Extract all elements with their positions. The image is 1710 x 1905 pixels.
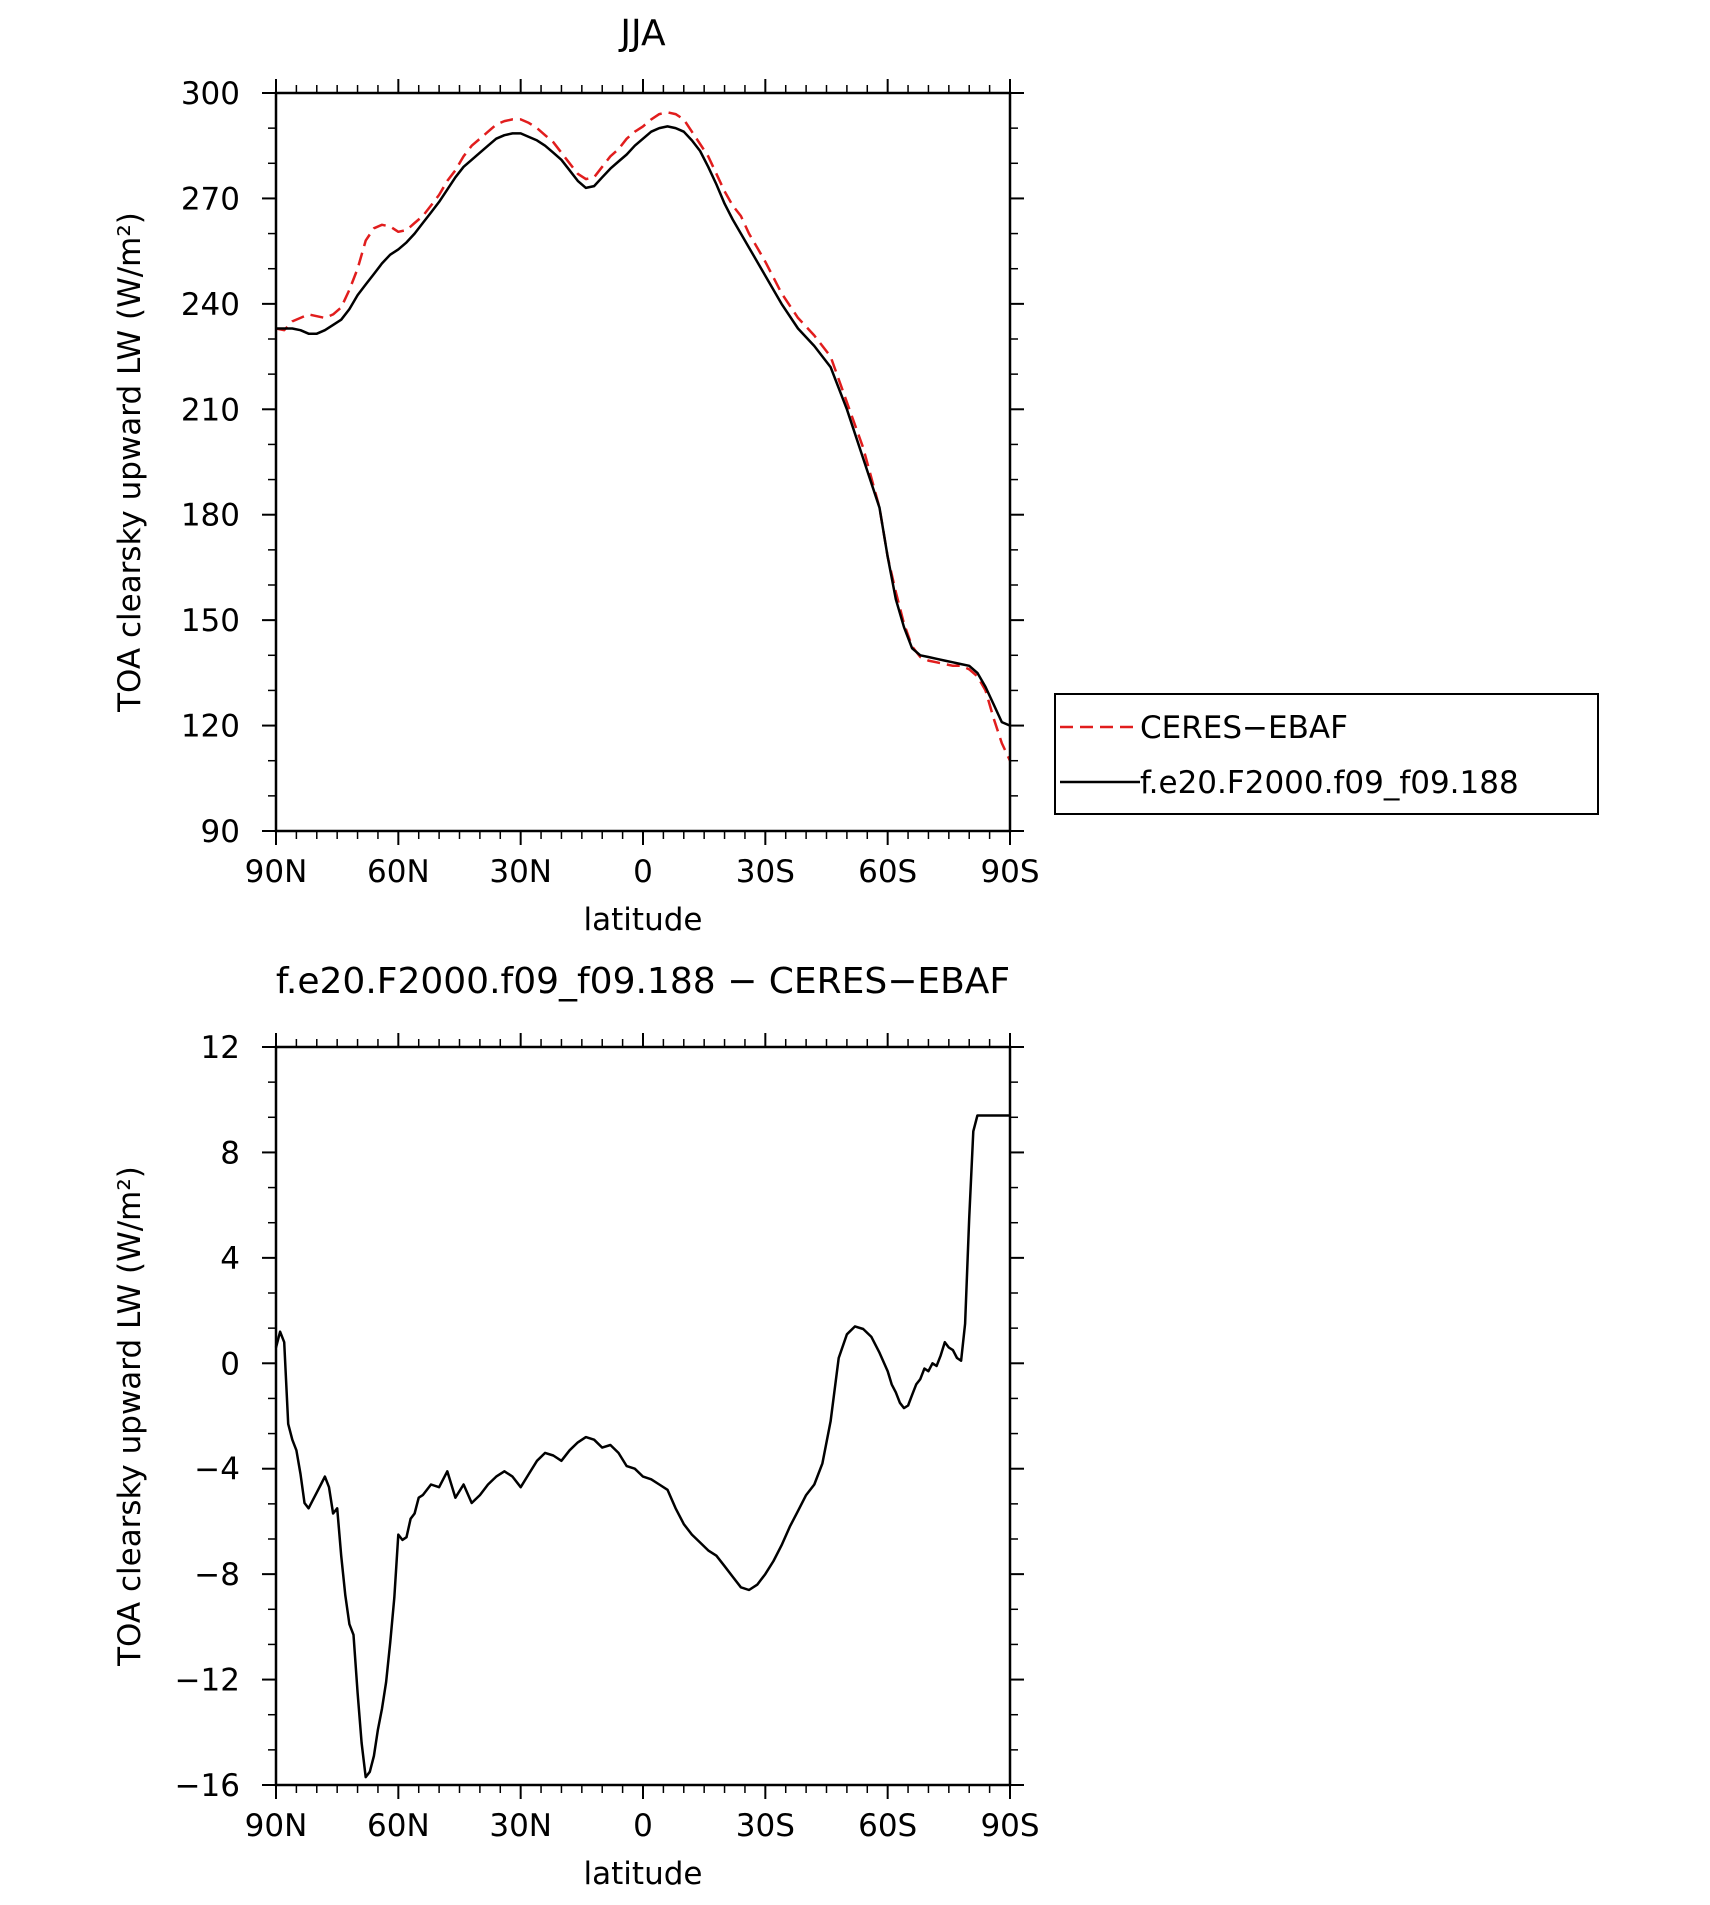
y-tick-label: 300 (181, 76, 240, 112)
x-axis-label: latitude (584, 902, 703, 938)
x-tick-label: 60N (367, 1808, 430, 1844)
x-tick-label: 90N (245, 854, 308, 890)
y-tick-label: 8 (220, 1135, 240, 1171)
y-tick-label: −8 (194, 1557, 240, 1593)
y-tick-label: 150 (181, 603, 240, 639)
legend: CERES−EBAF f.e20.F2000.f09_f09.188 (1054, 693, 1599, 815)
panel-difference: f.e20.F2000.f09_f09.188 − CERES−EBAF −16 −… (112, 961, 1040, 1892)
y-tick-label: 240 (181, 287, 240, 323)
y-tick-label: −12 (175, 1663, 240, 1699)
y-tick-label: 4 (220, 1241, 240, 1277)
legend-label-0: CERES−EBAF (1140, 710, 1348, 746)
plot-frame (274, 1045, 1012, 1787)
x-tick-label: 0 (633, 1808, 653, 1844)
y-tick-label: 180 (181, 498, 240, 534)
y-tick-label: −16 (175, 1768, 240, 1804)
x-tick-label: 90S (980, 854, 1039, 890)
x-tick-label: 60S (858, 854, 917, 890)
series-line-0 (275, 111, 1012, 762)
y-tick-label: 90 (201, 814, 240, 850)
x-tick-label: 30S (736, 854, 795, 890)
y-axis-label: TOA clearsky upward LW (W/m²) (112, 212, 148, 713)
x-axis-label: latitude (584, 1856, 703, 1892)
y-tick-label: −4 (194, 1452, 240, 1488)
y-tick-label: 12 (201, 1030, 240, 1066)
x-tick-label: 90N (245, 1808, 308, 1844)
series-line-0 (274, 1114, 1010, 1779)
y-tick-label: 120 (181, 709, 240, 745)
x-tick-label: 0 (633, 854, 653, 890)
x-tick-label: 90S (980, 1808, 1039, 1844)
legend-label-1: f.e20.F2000.f09_f09.188 (1140, 765, 1519, 801)
chart-title: JJA (618, 13, 666, 54)
series-line-1 (276, 125, 1011, 727)
y-tick-label: 210 (181, 392, 240, 428)
y-tick-label: 0 (220, 1346, 240, 1382)
x-tick-label: 60S (858, 1808, 917, 1844)
chart-title: f.e20.F2000.f09_f09.188 − CERES−EBAF (276, 961, 1010, 1002)
panel-mean-values: JJA 90 120 150 180 210 240 270 300 90N 60N 30N 0 30S 6… (112, 13, 1040, 938)
y-tick-label: 270 (181, 181, 240, 217)
x-tick-label: 30S (736, 1808, 795, 1844)
x-tick-label: 30N (489, 854, 552, 890)
y-axis-label: TOA clearsky upward LW (W/m²) (112, 1166, 148, 1667)
legend-box (1054, 693, 1599, 815)
plot-frame (274, 91, 1012, 833)
x-tick-label: 30N (489, 1808, 552, 1844)
x-tick-label: 60N (367, 854, 430, 890)
